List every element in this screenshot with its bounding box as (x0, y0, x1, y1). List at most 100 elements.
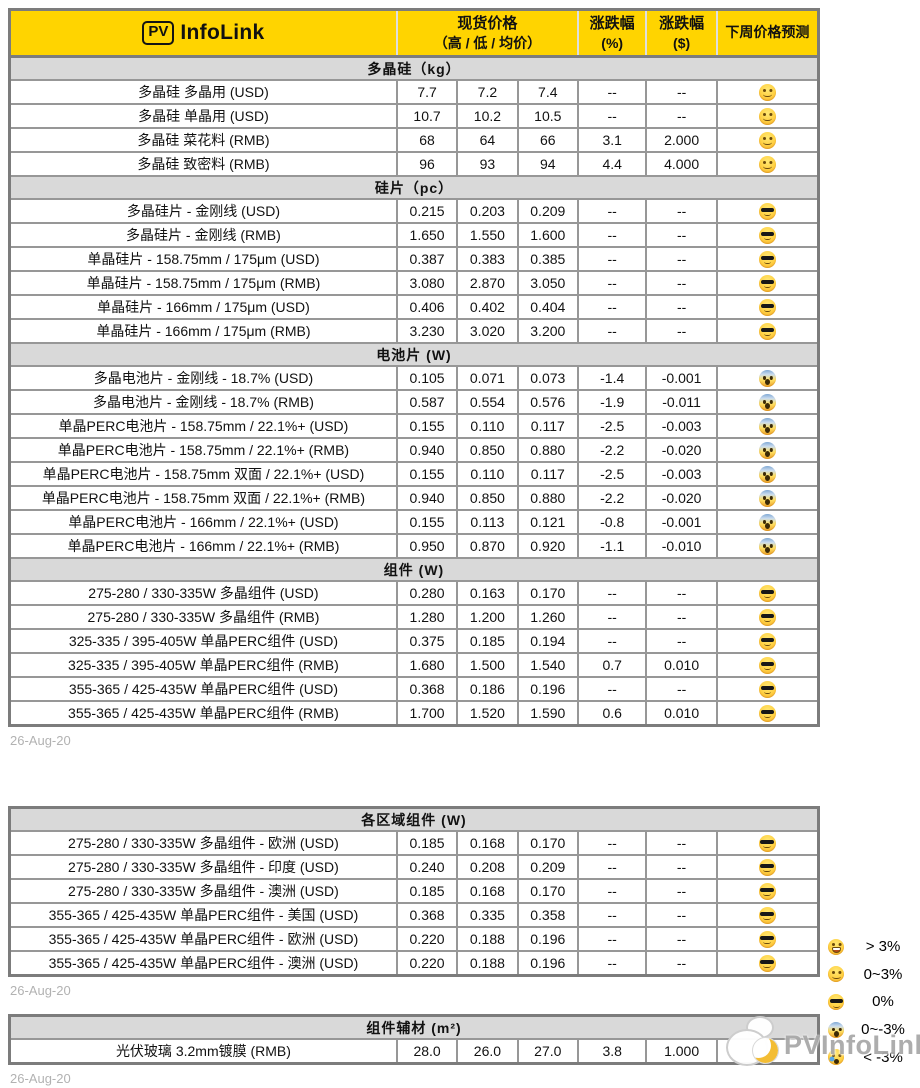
price-row: 单晶PERC电池片 - 166mm / 22.1%+ (RMB) 0.950 0.8… (8, 533, 820, 559)
legend-row: 0~-3% (828, 1016, 912, 1044)
price-low-cell: 93 (456, 151, 519, 177)
legend-row: < -3% (828, 1043, 912, 1071)
change-usd-cell: -- (645, 270, 718, 296)
price-row: 多晶电池片 - 金刚线 - 18.7% (RMB) 0.587 0.554 0.576… (8, 389, 820, 415)
price-avg-cell: 3.200 (516, 318, 579, 344)
price-row: 325-335 / 395-405W 单晶PERC组件 (USD) 0.375 0.… (8, 628, 820, 654)
spot-price-title: 现货价格 (457, 14, 518, 32)
forecast-legend: > 3% 0~3% 0% 0~-3% < -3% (828, 933, 912, 1071)
change-pct-cell: -- (576, 878, 648, 904)
product-name-cell: 单晶硅片 - 158.75mm / 175μm (USD) (8, 246, 398, 272)
product-name-cell: 多晶电池片 - 金刚线 - 18.7% (RMB) (8, 389, 398, 415)
forecast-emoji-cool (758, 906, 776, 924)
price-high-cell: 0.240 (395, 854, 459, 880)
price-high-cell: 0.155 (395, 461, 459, 487)
section-row: 各区域组件 (W) (8, 806, 820, 832)
legend-row: 0% (828, 988, 912, 1016)
product-name-cell: 355-365 / 425-435W 单晶PERC组件 - 美国 (USD) (8, 902, 398, 928)
price-row: 多晶硅 致密料 (RMB) 96 93 94 4.4 4.000 (8, 151, 820, 177)
price-high-cell: 1.700 (395, 700, 459, 727)
price-high-cell: 0.387 (395, 246, 459, 272)
product-name-cell: 单晶PERC电池片 - 166mm / 22.1%+ (USD) (8, 509, 398, 535)
product-name-cell: 单晶PERC电池片 - 158.75mm 双面 / 22.1%+ (USD) (8, 461, 398, 487)
product-name-cell: 355-365 / 425-435W 单晶PERC组件 (USD) (8, 676, 398, 702)
product-name-cell: 光伏玻璃 3.2mm镀膜 (RMB) (8, 1038, 398, 1065)
price-avg-cell: 0.880 (516, 485, 579, 511)
price-avg-cell: 27.0 (516, 1038, 579, 1065)
forecast-cell (715, 413, 820, 439)
forecast-emoji-scream (758, 369, 776, 387)
price-avg-cell: 1.590 (516, 700, 579, 727)
product-name-cell: 355-365 / 425-435W 单晶PERC组件 - 澳洲 (USD) (8, 950, 398, 977)
price-low-cell: 0.383 (456, 246, 519, 272)
product-name-cell: 275-280 / 330-335W 多晶组件 - 澳洲 (USD) (8, 878, 398, 904)
legend-emoji-cool (828, 993, 844, 1010)
change-usd-cell: -0.003 (645, 413, 718, 439)
forecast-cell (715, 652, 820, 678)
change-usd-cell: -- (645, 103, 718, 129)
change-pct-cell: -- (576, 580, 648, 606)
price-low-cell: 0.113 (456, 509, 519, 535)
change-pct-cell: 0.7 (576, 652, 648, 678)
change-usd-cell: 1.000 (645, 1038, 718, 1065)
product-name-cell: 单晶硅片 - 158.75mm / 175μm (RMB) (8, 270, 398, 296)
change-usd-cell: -0.010 (645, 533, 718, 559)
forecast-cell (715, 270, 820, 296)
change-usd-cell: -- (645, 902, 718, 928)
change-pct-cell: -- (576, 318, 648, 344)
table-header: PV InfoLink 现货价格 （高 / 低 / 均价） 涨跌幅 (%) 涨跌… (8, 8, 820, 58)
change-usd-cell: -- (645, 878, 718, 904)
forecast-emoji-cool (758, 250, 776, 268)
product-name-cell: 325-335 / 395-405W 单晶PERC组件 (USD) (8, 628, 398, 654)
legend-label: 0% (872, 993, 894, 1011)
price-high-cell: 0.940 (395, 485, 459, 511)
price-low-cell: 2.870 (456, 270, 519, 296)
section-header: 各区域组件 (W) (8, 806, 820, 832)
change-usd-cell: 0.010 (645, 652, 718, 678)
change-usd-cell: -- (645, 580, 718, 606)
col-header-spot-price: 现货价格 （高 / 低 / 均价） (395, 8, 579, 58)
change-usd-cell: -- (645, 830, 718, 856)
price-avg-cell: 0.121 (516, 509, 579, 535)
change-pct-cell: -- (576, 294, 648, 320)
forecast-cell (715, 103, 820, 129)
price-avg-cell: 0.358 (516, 902, 579, 928)
forecast-emoji-smile (758, 107, 776, 125)
product-name-cell: 355-365 / 425-435W 单晶PERC组件 (RMB) (8, 700, 398, 727)
price-table-main: PV InfoLink 现货价格 （高 / 低 / 均价） 涨跌幅 (%) 涨跌… (8, 8, 820, 727)
change-usd-cell: -- (645, 318, 718, 344)
forecast-emoji-cool (758, 202, 776, 220)
forecast-cell (715, 580, 820, 606)
price-row: 275-280 / 330-335W 多晶组件 (USD) 0.280 0.163 0… (8, 580, 820, 606)
forecast-cell (715, 854, 820, 880)
price-low-cell: 0.402 (456, 294, 519, 320)
module-materials-table-block: 组件辅材 (m²) 光伏玻璃 3.2mm镀膜 (RMB) 28.0 26.0 27.0 3… (8, 1014, 820, 1086)
change-usd-cell: -0.020 (645, 485, 718, 511)
change-usd-cell: -- (645, 854, 718, 880)
section-header: 组件辅材 (m²) (8, 1014, 820, 1040)
product-name-cell: 355-365 / 425-435W 单晶PERC组件 - 欧洲 (USD) (8, 926, 398, 952)
pv-infolink-logo: PV InfoLink (142, 18, 264, 47)
change-pct-cell: -- (576, 676, 648, 702)
product-name-cell: 275-280 / 330-335W 多晶组件 (USD) (8, 580, 398, 606)
change-pct-cell: -- (576, 854, 648, 880)
price-row: 单晶硅片 - 158.75mm / 175μm (RMB) 3.080 2.870 3… (8, 270, 820, 296)
price-row: 多晶硅 单晶用 (USD) 10.7 10.2 10.5 -- -- (8, 103, 820, 129)
price-avg-cell: 0.880 (516, 437, 579, 463)
price-row: 单晶硅片 - 166mm / 175μm (USD) 0.406 0.402 0.40… (8, 294, 820, 320)
forecast-emoji-smile (758, 83, 776, 101)
change-usd-cell: -0.020 (645, 437, 718, 463)
forecast-cell (715, 485, 820, 511)
forecast-cell (715, 127, 820, 153)
price-row: 355-365 / 425-435W 单晶PERC组件 - 澳洲 (USD) 0.… (8, 950, 820, 977)
main-price-table-block: PV InfoLink 现货价格 （高 / 低 / 均价） 涨跌幅 (%) 涨跌… (8, 8, 820, 748)
forecast-emoji-cool (758, 608, 776, 626)
price-low-cell: 0.554 (456, 389, 519, 415)
forecast-cell (715, 246, 820, 272)
price-high-cell: 0.185 (395, 830, 459, 856)
change-usd-cell: -- (645, 79, 718, 105)
price-row: 多晶硅片 - 金刚线 (RMB) 1.650 1.550 1.600 -- -- (8, 222, 820, 248)
price-high-cell: 0.368 (395, 676, 459, 702)
change-pct-cell: 0.6 (576, 700, 648, 727)
price-high-cell: 0.105 (395, 365, 459, 391)
